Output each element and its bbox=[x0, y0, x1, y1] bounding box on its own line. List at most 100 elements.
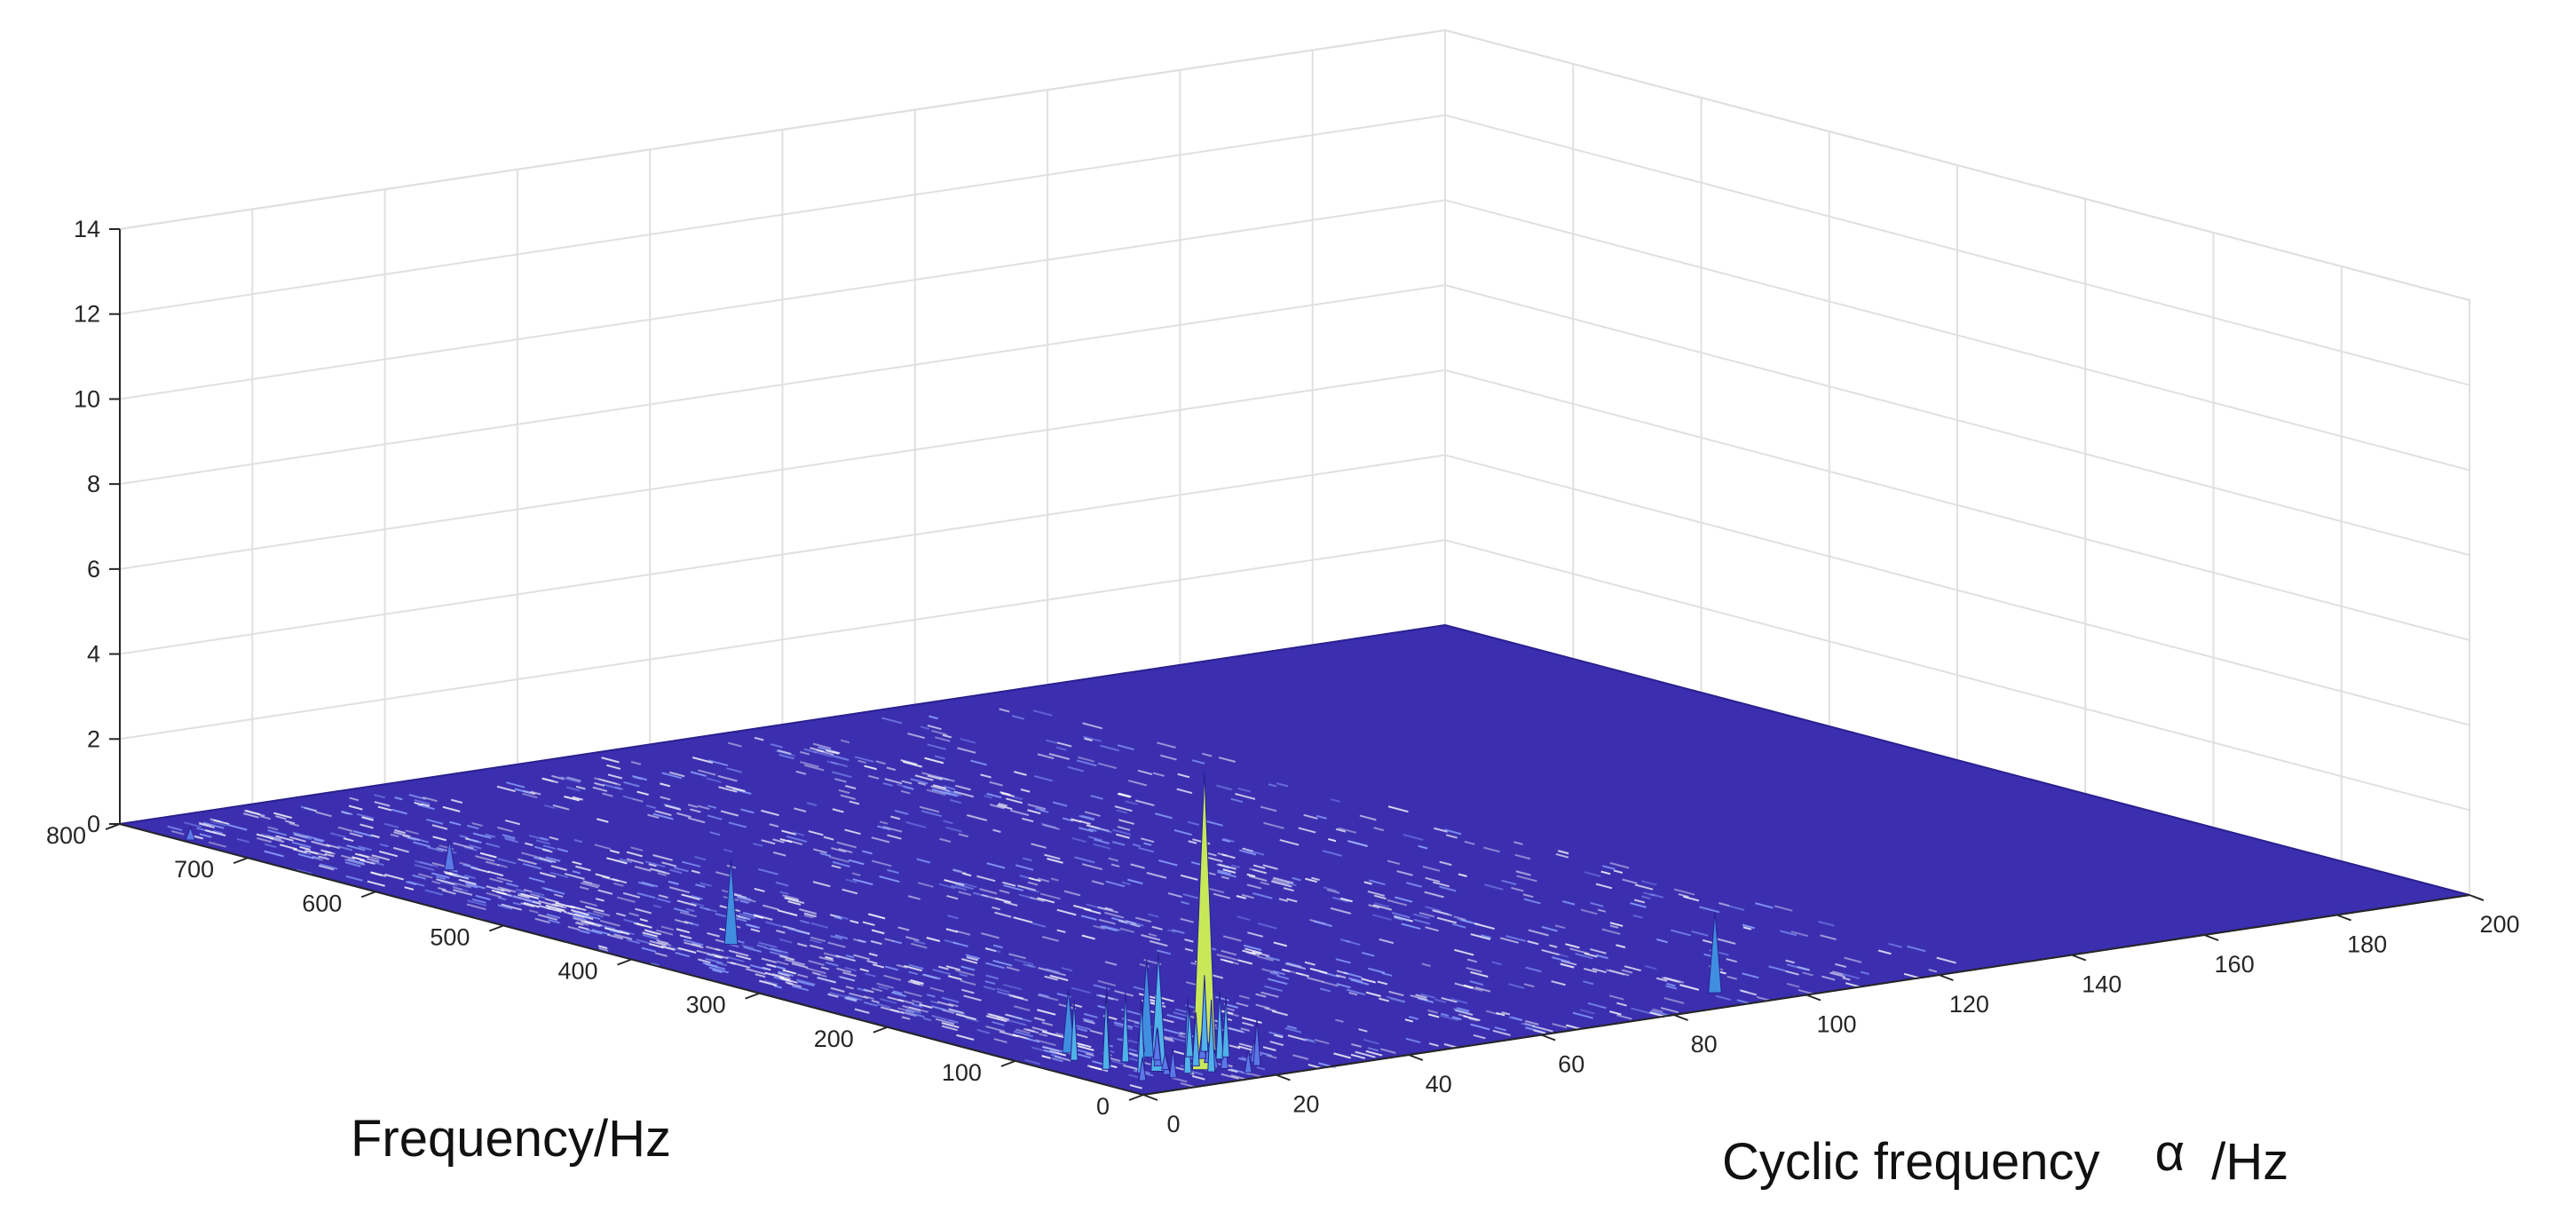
surface-texture bbox=[288, 822, 300, 828]
surface-texture bbox=[1221, 838, 1231, 843]
peak-4 bbox=[723, 859, 739, 946]
surface-texture bbox=[324, 852, 335, 858]
surface-texture bbox=[1335, 974, 1347, 979]
surface-texture bbox=[726, 767, 742, 773]
surface-texture bbox=[695, 883, 706, 888]
surface-texture bbox=[810, 747, 825, 753]
surface-texture bbox=[1071, 818, 1082, 823]
surface-texture bbox=[344, 859, 366, 867]
surface-texture bbox=[900, 789, 911, 795]
surface-texture bbox=[868, 952, 878, 957]
surface-texture bbox=[1033, 1017, 1046, 1022]
surface-texture bbox=[1037, 753, 1055, 760]
surface-texture bbox=[1554, 924, 1566, 930]
surface-texture bbox=[876, 982, 894, 989]
surface-texture bbox=[1216, 784, 1232, 791]
surface-texture bbox=[830, 761, 848, 768]
surface-texture bbox=[1256, 1066, 1266, 1071]
surface-texture bbox=[546, 913, 561, 919]
surface-texture bbox=[1098, 994, 1119, 1002]
surface-texture bbox=[537, 895, 546, 899]
surface-texture bbox=[1527, 940, 1539, 946]
surface-texture bbox=[1022, 857, 1032, 862]
surface-texture bbox=[1368, 904, 1380, 909]
surface-texture bbox=[1216, 954, 1237, 962]
surface-texture bbox=[1022, 817, 1034, 823]
surface-texture bbox=[1798, 966, 1810, 971]
surface-texture bbox=[1350, 1053, 1366, 1059]
surface-texture bbox=[1151, 925, 1163, 931]
surface-texture bbox=[1221, 949, 1237, 956]
surface-texture bbox=[1027, 809, 1041, 815]
surface-texture bbox=[1283, 968, 1304, 976]
surface-texture bbox=[594, 781, 605, 787]
surface-texture bbox=[935, 736, 951, 742]
surface-texture bbox=[522, 862, 542, 870]
surface-texture bbox=[520, 892, 539, 899]
surface-texture bbox=[1272, 876, 1294, 884]
surface-texture bbox=[799, 761, 819, 768]
surface-texture bbox=[407, 836, 416, 841]
surface-texture bbox=[823, 836, 834, 841]
surface-texture bbox=[1439, 860, 1452, 867]
surface-texture bbox=[658, 894, 668, 899]
surface-texture bbox=[1272, 970, 1286, 976]
surface-texture bbox=[859, 968, 870, 972]
surface-texture bbox=[1114, 989, 1134, 997]
surface-texture bbox=[907, 733, 925, 740]
surface-texture bbox=[901, 1016, 911, 1020]
surface-texture bbox=[945, 928, 959, 933]
surface-texture bbox=[654, 952, 668, 957]
surface-texture bbox=[564, 873, 585, 880]
surface-texture bbox=[962, 872, 972, 877]
surface-texture bbox=[1113, 1021, 1134, 1028]
surface-texture bbox=[823, 952, 841, 959]
surface-texture bbox=[830, 754, 849, 761]
surface-texture bbox=[572, 870, 581, 875]
surface-texture bbox=[1217, 871, 1237, 878]
surface-texture bbox=[1241, 1017, 1262, 1024]
surface-texture bbox=[486, 891, 502, 899]
surface-texture bbox=[838, 975, 856, 982]
surface-texture bbox=[706, 777, 722, 783]
surface-texture bbox=[901, 780, 913, 785]
surface-texture bbox=[1551, 980, 1566, 986]
surface-texture bbox=[1095, 994, 1114, 1001]
surface-texture bbox=[966, 956, 979, 962]
surface-texture bbox=[358, 845, 372, 852]
surface-texture bbox=[1501, 879, 1517, 886]
surface-texture bbox=[1206, 856, 1223, 863]
surface-texture bbox=[830, 986, 845, 993]
surface-texture bbox=[777, 970, 794, 977]
surface-texture bbox=[1012, 1015, 1031, 1023]
cyclic-tick-mark bbox=[1673, 1014, 1688, 1021]
surface-texture bbox=[795, 770, 807, 775]
surface-texture bbox=[836, 841, 857, 849]
surface-texture bbox=[685, 907, 695, 913]
surface-texture bbox=[1369, 879, 1386, 886]
surface-texture bbox=[479, 852, 497, 859]
surface-texture bbox=[746, 923, 757, 929]
surface-texture bbox=[812, 881, 831, 888]
surface-texture bbox=[497, 904, 513, 910]
surface-texture bbox=[1371, 914, 1392, 921]
surface-texture bbox=[905, 1008, 921, 1014]
surface-texture bbox=[1595, 954, 1608, 960]
surface-texture bbox=[1565, 943, 1580, 949]
surface-texture bbox=[827, 993, 839, 998]
surface-texture bbox=[1077, 1045, 1094, 1051]
surface-texture bbox=[570, 908, 589, 916]
cyclic-tick-mark bbox=[1142, 1094, 1158, 1101]
surface-texture bbox=[1322, 850, 1342, 857]
surface-texture bbox=[1408, 1016, 1419, 1020]
surface-texture bbox=[1496, 1011, 1505, 1017]
frequency-tick-mark bbox=[105, 823, 121, 830]
surface-texture bbox=[945, 826, 962, 833]
surface-texture bbox=[524, 899, 533, 904]
surface-texture bbox=[1441, 996, 1458, 1003]
surface-texture bbox=[1027, 803, 1047, 811]
surface-texture bbox=[924, 757, 944, 764]
surface-texture bbox=[955, 969, 975, 977]
y-axis-label-alpha: α bbox=[2155, 1124, 2185, 1182]
surface-texture bbox=[1137, 769, 1153, 776]
